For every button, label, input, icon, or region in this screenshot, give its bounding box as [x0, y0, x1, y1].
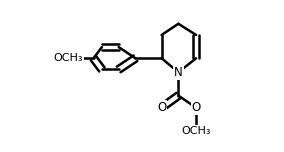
Text: O: O [191, 101, 201, 114]
Text: OCH₃: OCH₃ [54, 53, 83, 63]
Text: N: N [174, 66, 183, 79]
Text: O: O [72, 52, 81, 65]
Text: O: O [157, 101, 166, 114]
Text: OCH₃: OCH₃ [181, 126, 211, 136]
